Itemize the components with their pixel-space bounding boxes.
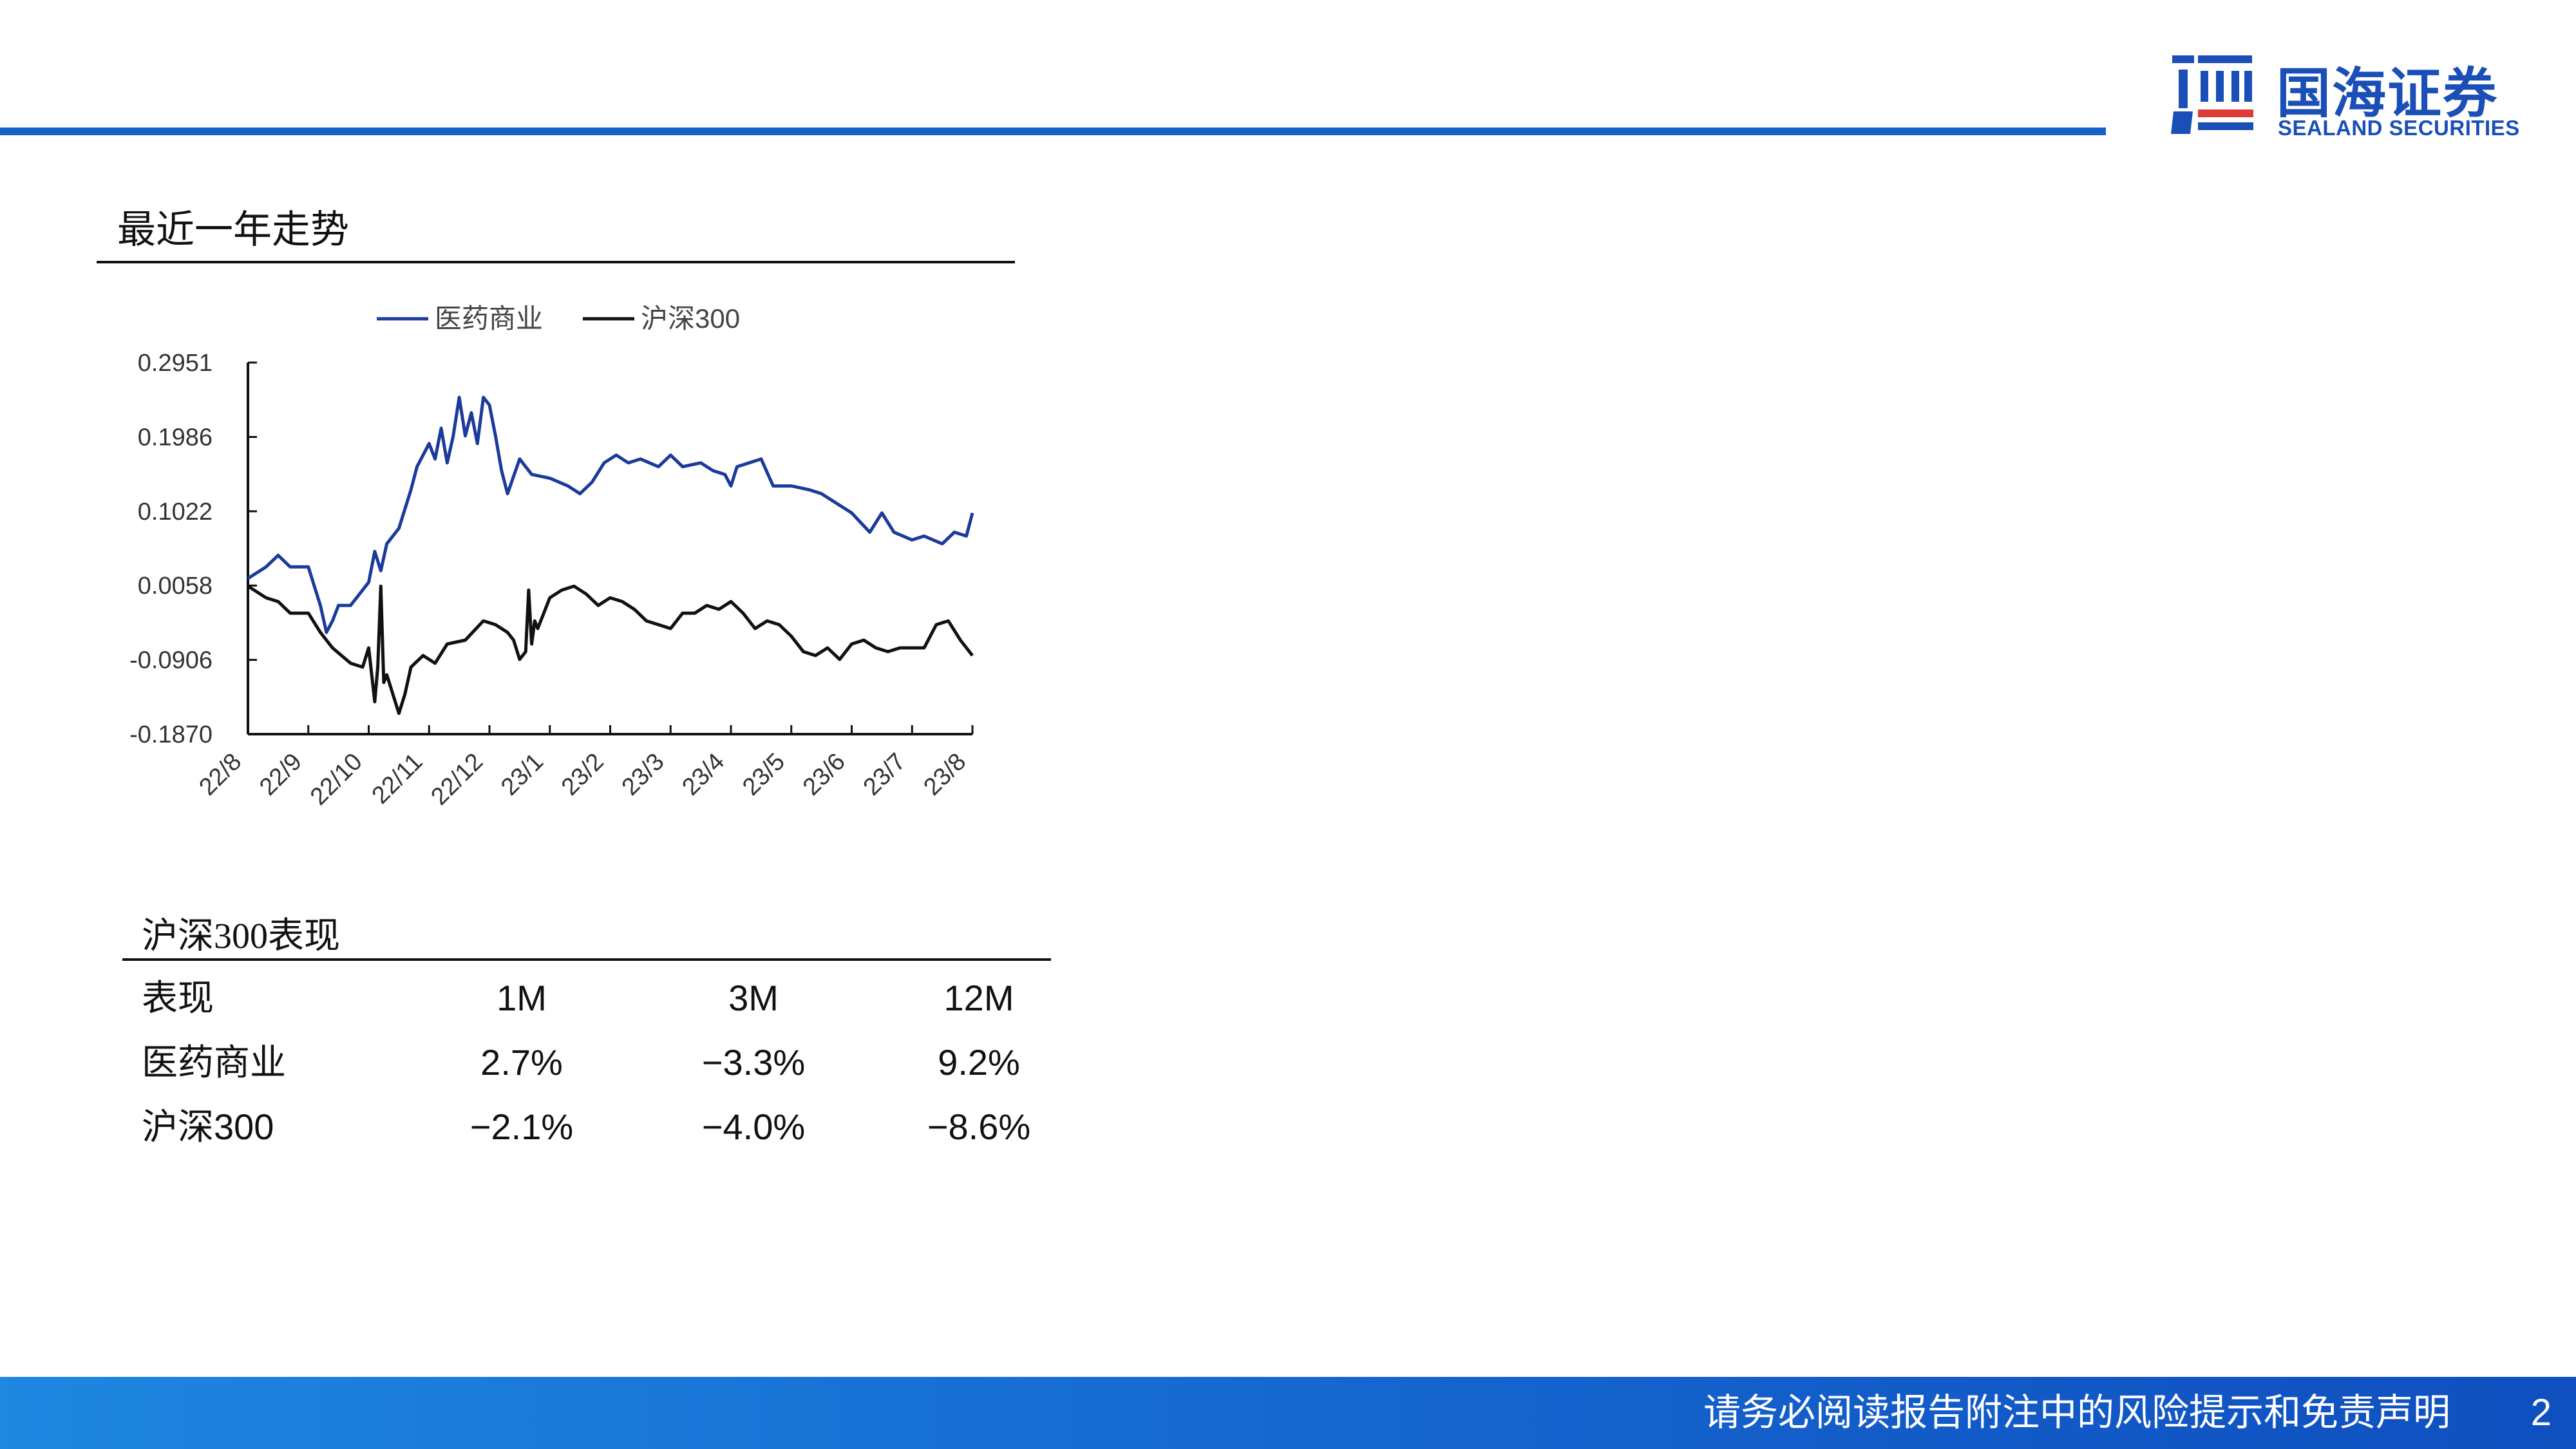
table-row: 医药商业 2.7% −3.3% 9.2% [122, 1030, 1051, 1095]
x-tick-label: 22/10 [305, 748, 368, 811]
table-cell: 医药商业 [142, 1042, 286, 1083]
table-header-row: 表现 1M 3M 12M [122, 966, 1051, 1030]
y-tick-label: 0.0058 [138, 573, 213, 600]
company-logo: 国海证券 SEALAND SECURITIES [2167, 50, 2528, 147]
y-tick-label: -0.0906 [129, 647, 213, 674]
legend-label: 沪深300 [641, 303, 740, 334]
x-tick-label: 23/8 [918, 748, 971, 801]
x-tick-label: 23/2 [556, 748, 609, 801]
disclaimer-text: 请务必阅读报告附注中的风险提示和免责声明 [1703, 1392, 2450, 1434]
x-tick-label: 23/5 [737, 748, 790, 801]
performance-table: 表现 1M 3M 12M 医药商业 2.7% −3.3% 9.2% 沪深300 … [122, 966, 1051, 1159]
legend-label: 医药商业 [435, 303, 543, 334]
table-cell: 2.7% [480, 1042, 563, 1083]
logo-english-name: SEALAND SECURITIES [2278, 116, 2520, 140]
x-tick-label: 23/6 [798, 748, 851, 801]
table-header-cell: 表现 [142, 978, 214, 1018]
chart-legend: 医药商业 沪深300 [377, 303, 740, 334]
performance-table-rule [122, 958, 1051, 961]
table-cell: −3.3% [701, 1042, 806, 1083]
series-line-pharma-commerce [247, 395, 974, 634]
table-cell: −4.0% [701, 1106, 806, 1147]
y-tick-label: 0.1022 [138, 498, 213, 526]
table-header-cell: 12M [943, 978, 1014, 1018]
logo-chinese-name: 国海证券 [2277, 63, 2499, 124]
chart-series [247, 395, 974, 715]
section-title-rule [97, 261, 1015, 263]
footer-bar: 请务必阅读报告附注中的风险提示和免责声明 2 [0, 1377, 2576, 1449]
performance-table-title: 沪深300表现 [142, 916, 340, 956]
x-tick-label: 23/3 [617, 748, 670, 801]
x-tick-label: 22/8 [194, 748, 247, 801]
page-number: 2 [2530, 1392, 2552, 1434]
x-tick-label: 22/12 [426, 748, 488, 811]
series-line-hs300 [247, 584, 974, 715]
x-tick-label: 23/7 [858, 748, 911, 801]
section-title: 最近一年走势 [117, 208, 349, 251]
table-header-cell: 1M [497, 978, 547, 1018]
table-header-cell: 3M [728, 978, 779, 1018]
trend-line-chart: 医药商业 沪深300 0.2951 0.1986 0.1022 0.0058 -0.090… [129, 303, 974, 811]
y-axis: 0.2951 0.1986 0.1022 0.0058 -0.0906 -0.1870 [129, 350, 257, 748]
x-tick-label: 23/1 [496, 748, 549, 801]
sealand-logo-mark-icon [2171, 55, 2253, 134]
table-cell: −8.6% [927, 1106, 1031, 1147]
header-rule [0, 128, 2106, 135]
table-cell: −2.1% [469, 1106, 574, 1147]
table-cell: 沪深300 [142, 1106, 274, 1147]
table-row: 沪深300 −2.1% −4.0% −8.6% [122, 1095, 1051, 1159]
x-tick-label: 22/9 [254, 748, 307, 801]
y-tick-label: 0.1986 [138, 424, 213, 451]
table-cell: 9.2% [938, 1042, 1020, 1083]
y-tick-label: -0.1870 [129, 721, 213, 748]
x-tick-label: 23/4 [677, 748, 730, 801]
y-tick-label: 0.2951 [138, 350, 213, 377]
x-tick-label: 22/11 [367, 748, 428, 810]
